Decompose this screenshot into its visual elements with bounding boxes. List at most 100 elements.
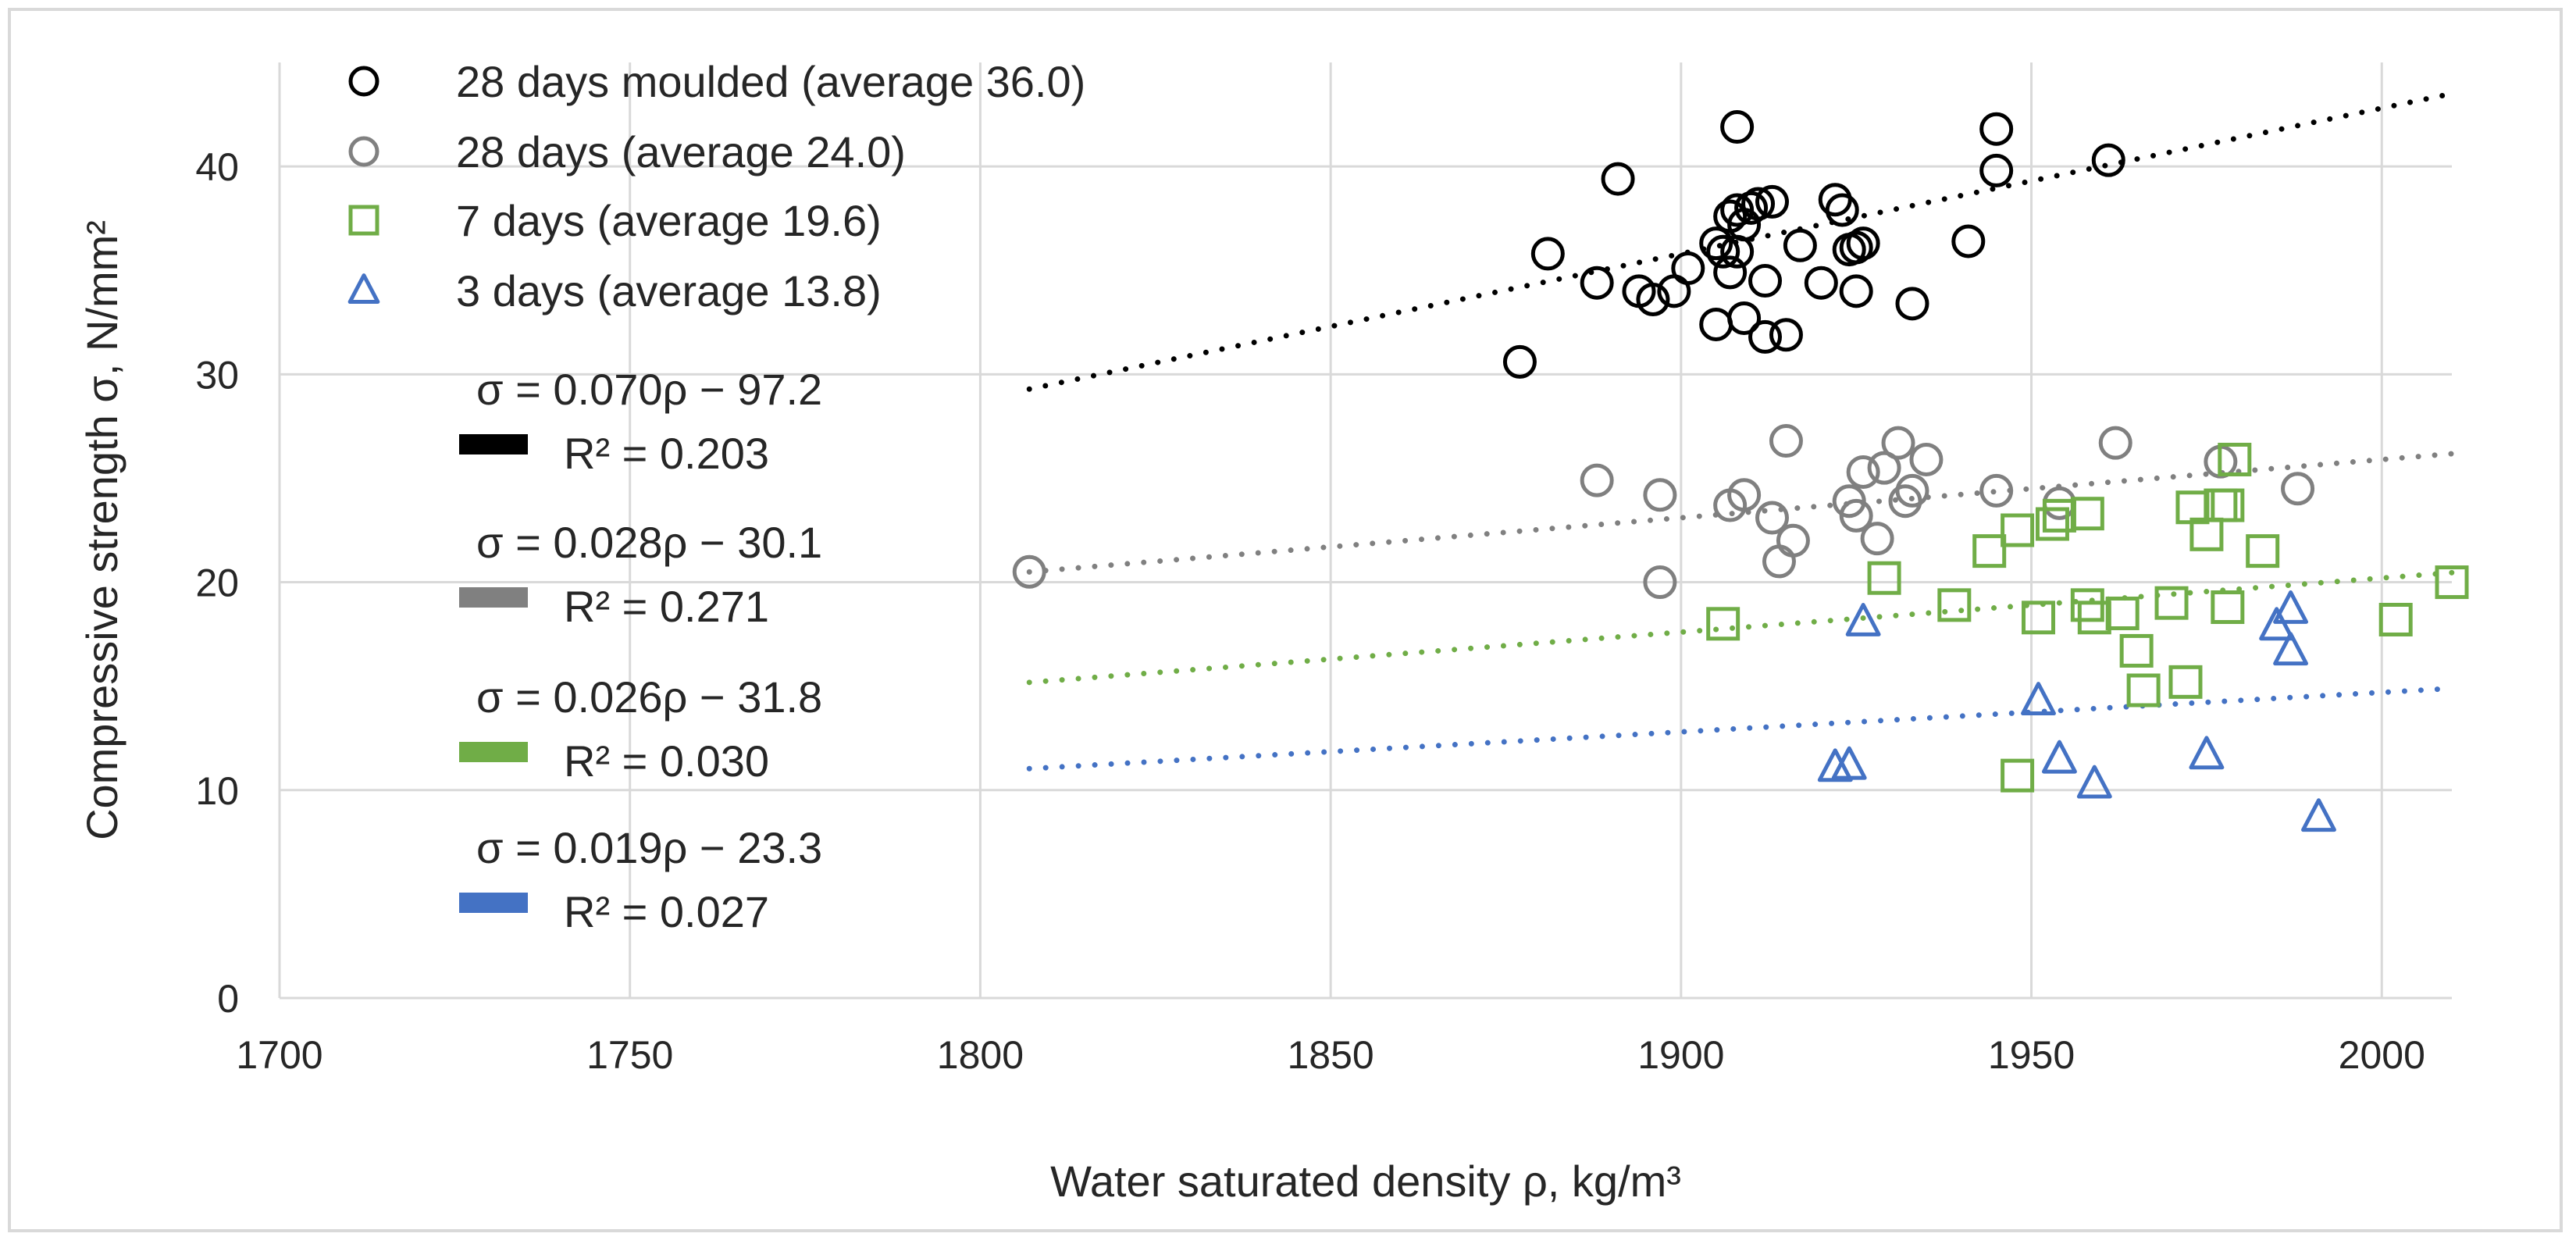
point-series-0	[1706, 234, 1740, 269]
point-series-1	[1012, 554, 1046, 589]
point-series-2	[2126, 673, 2161, 708]
legend-label-3: 3 days (average 13.8)	[456, 266, 882, 315]
point-series-3	[1845, 602, 1881, 636]
point-series-2	[2022, 601, 2056, 635]
point-series-1	[2281, 472, 2315, 506]
point-series-3	[2041, 740, 2077, 774]
trend-equation-0: σ = 0.070ρ − 97.2	[476, 365, 822, 414]
legend-marker-1	[348, 136, 379, 167]
point-series-0	[1839, 274, 1873, 308]
trend-swatch-3	[459, 893, 528, 913]
point-series-2	[2218, 442, 2252, 476]
point-series-0	[1636, 282, 1670, 316]
point-series-0	[1734, 191, 1769, 225]
point-series-2	[2119, 633, 2154, 668]
point-series-1	[1839, 498, 1873, 533]
point-series-1	[1769, 424, 1803, 458]
point-series-0	[1769, 318, 1803, 352]
trend-r2-2: R² = 0.030	[564, 736, 769, 786]
point-series-2	[2168, 665, 2203, 699]
point-series-3	[1831, 746, 1867, 780]
point-series-0	[1979, 153, 2014, 187]
gridlines	[278, 62, 2452, 998]
trend-equation-1: σ = 0.028ρ − 30.1	[476, 518, 822, 567]
trend-r2-1: R² = 0.271	[564, 582, 769, 631]
trend-r2-3: R² = 0.027	[564, 887, 769, 936]
point-series-0	[1580, 266, 1614, 300]
trend-swatch-2	[459, 742, 528, 762]
point-series-2	[2204, 488, 2238, 522]
point-series-1	[1643, 565, 1677, 600]
point-series-0	[1699, 307, 1733, 341]
point-series-1	[2098, 426, 2132, 460]
point-series-0	[1755, 184, 1790, 219]
trendline-series-2	[1026, 569, 2455, 686]
point-series-0	[1825, 193, 1859, 227]
point-series-2	[2211, 590, 2245, 625]
point-series-2	[2035, 507, 2069, 541]
point-series-3	[2189, 736, 2225, 770]
point-series-1	[1580, 463, 1614, 497]
point-series-1	[1860, 522, 1894, 556]
point-series-0	[1502, 344, 1537, 379]
y-tick-label: 0	[217, 977, 239, 1021]
point-series-0	[1895, 287, 1929, 321]
point-series-1	[1895, 473, 1929, 508]
point-series-0	[1748, 264, 1783, 298]
point-series-1	[1776, 523, 1810, 558]
point-series-1	[1867, 451, 1901, 485]
x-tick-label: 1800	[937, 1033, 1024, 1077]
x-tick-label: 1700	[236, 1033, 322, 1077]
point-series-0	[1951, 224, 1986, 258]
point-series-0	[1748, 319, 1783, 354]
point-series-2	[2001, 513, 2035, 547]
trend-equations: σ = 0.070ρ − 97.2 R² = 0.203 σ = 0.028ρ − …	[459, 365, 822, 936]
x-tick-label: 1850	[1288, 1033, 1374, 1077]
point-series-0	[1671, 251, 1705, 286]
point-series-1	[1762, 544, 1796, 579]
point-series-0	[1601, 162, 1635, 196]
point-series-0	[1804, 266, 1838, 300]
point-series-0	[1530, 237, 1565, 271]
point-series-1	[2042, 486, 2076, 520]
y-tick-label: 40	[195, 145, 239, 189]
point-series-1	[1979, 473, 2014, 508]
point-series-2	[2077, 601, 2111, 635]
point-series-0	[1846, 226, 1880, 261]
trendlines	[1026, 91, 2455, 772]
x-tick-label: 1900	[1637, 1033, 1724, 1077]
point-series-3	[2273, 632, 2309, 666]
point-series-2	[2154, 586, 2189, 620]
point-series-1	[1846, 454, 1880, 489]
trendline-series-0	[1026, 91, 2455, 392]
point-series-3	[2076, 765, 2112, 799]
trend-equation-2: σ = 0.026ρ − 31.8	[476, 672, 822, 722]
trend-swatch-1	[459, 587, 528, 608]
point-series-3	[2301, 798, 2336, 832]
legend-marker-0	[348, 66, 379, 97]
legend: 28 days moulded (average 36.0) 28 days (a…	[347, 57, 1085, 315]
point-series-1	[1909, 442, 1944, 476]
point-series-2	[2001, 758, 2035, 793]
legend-label-2: 7 days (average 19.6)	[456, 196, 882, 245]
point-series-0	[1720, 110, 1755, 144]
point-series-2	[2070, 497, 2104, 531]
x-tick-label: 1950	[1988, 1033, 2075, 1077]
point-series-2	[2378, 602, 2413, 636]
x-axis-title: Water saturated density ρ, kg/m³	[1050, 1157, 1681, 1206]
y-tick-label: 10	[195, 769, 239, 813]
y-axis-title: Compressive strength σ, N/mm²	[77, 220, 126, 840]
axes: 1700 1750 1800 1850 1900 1950 2000 0 10 20 30 40	[195, 145, 2452, 1077]
legend-marker-2	[348, 205, 379, 236]
trend-r2-0: R² = 0.203	[564, 429, 769, 478]
point-series-3	[2273, 590, 2309, 624]
y-tick-label: 30	[195, 353, 239, 397]
x-tick-label: 1750	[586, 1033, 673, 1077]
point-series-2	[2435, 565, 2469, 600]
point-series-1	[1755, 501, 1790, 535]
point-series-0	[2091, 143, 2125, 177]
data-points	[1012, 110, 2469, 832]
point-series-0	[1713, 255, 1748, 290]
point-series-0	[1818, 183, 1852, 217]
